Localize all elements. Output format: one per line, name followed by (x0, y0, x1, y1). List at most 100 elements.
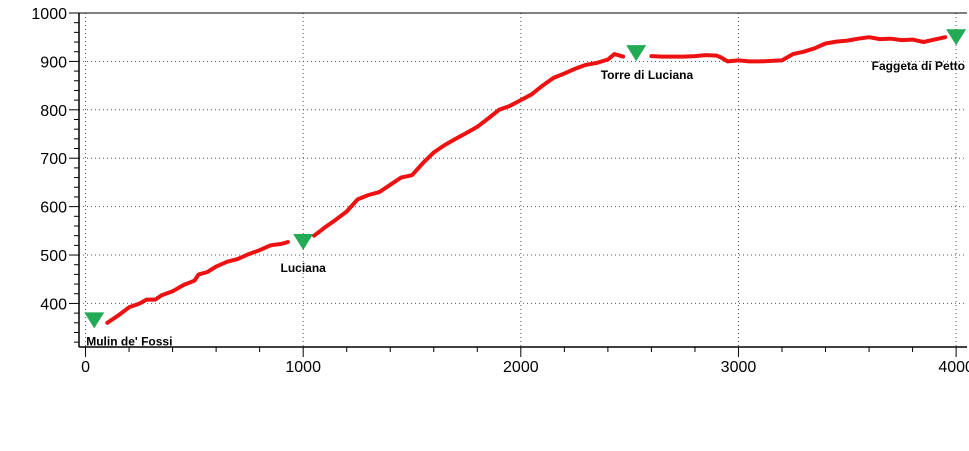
elevation-point (868, 36, 870, 39)
elevation-point (824, 42, 827, 45)
elevation-point (726, 60, 729, 63)
elevation-point (345, 210, 348, 213)
elevation-point (890, 37, 892, 40)
elevation-point (182, 284, 185, 286)
elevation-point (585, 63, 587, 66)
elevation-point (226, 261, 228, 263)
y-tick-label: 1000 (31, 6, 67, 23)
elevation-point (378, 191, 381, 193)
elevation-point (197, 273, 200, 276)
elevation-point (737, 59, 740, 62)
elevation-point (106, 321, 109, 324)
x-tick-label: 0 (81, 359, 90, 376)
elevation-point (661, 55, 664, 58)
elevation-point (720, 56, 722, 59)
elevation-point (139, 302, 141, 305)
elevation-point (324, 226, 326, 229)
elevation-point (367, 194, 370, 196)
elevation-point (911, 38, 914, 41)
elevation-point (280, 243, 283, 245)
waypoint-marker-icon (84, 312, 105, 329)
elevation-point (335, 218, 337, 221)
elevation-point (622, 55, 624, 58)
elevation-point (287, 241, 289, 243)
elevation-point (759, 60, 762, 63)
y-tick-label: 700 (40, 151, 67, 168)
y-tick-label: 900 (40, 54, 67, 71)
elevation-point (802, 50, 805, 53)
elevation-line-segment (105, 240, 290, 325)
x-tick-label: 1000 (285, 359, 321, 376)
elevation-point (520, 99, 522, 101)
elevation-point (563, 72, 566, 75)
elevation-point (683, 55, 685, 58)
waypoints: Mulin de' Fossi Luciana Torre di Luciana Fa… (84, 29, 967, 348)
elevation-point (145, 298, 148, 301)
y-tick-label: 500 (40, 248, 67, 265)
elevation-line-segment (649, 35, 948, 64)
elevation-point (552, 77, 555, 79)
elevation-point (487, 117, 489, 120)
waypoint-marker-icon (293, 233, 314, 250)
y-tick-label: 400 (40, 296, 67, 313)
elevation-point (269, 244, 272, 247)
elevation-point (694, 55, 696, 57)
grid (79, 13, 967, 347)
elevation-point (613, 53, 616, 55)
waypoint-label: Luciana (280, 261, 326, 275)
elevation-point (715, 54, 718, 57)
elevation-point (193, 279, 196, 282)
elevation-point (443, 144, 446, 146)
elevation-point (154, 298, 156, 301)
elevation-point (792, 53, 794, 55)
elevation-point (748, 60, 751, 63)
elevation-point (476, 125, 479, 128)
elevation-point (770, 60, 772, 62)
elevation-point (530, 93, 533, 96)
series-layer (105, 35, 948, 325)
x-tick-label: 4000 (938, 359, 969, 376)
elevation-point (128, 306, 130, 309)
elevation-point (900, 39, 903, 41)
elevation-point (498, 109, 500, 111)
waypoint-label: Torre di Luciana (601, 68, 694, 82)
elevation-point (596, 62, 598, 64)
elevation-point (454, 138, 457, 140)
elevation-point (356, 198, 359, 201)
elevation-point (432, 151, 435, 154)
elevation-point (117, 314, 119, 317)
elevation-point (607, 58, 609, 61)
elevation-point (422, 162, 424, 164)
elevation-point (813, 47, 816, 50)
elevation-point (541, 84, 544, 87)
elevation-point (160, 294, 163, 297)
elevation-point (933, 38, 936, 41)
elevation-point (465, 132, 468, 134)
elevation-point (650, 55, 653, 57)
x-tick-label: 3000 (721, 359, 757, 376)
x-tick-label: 2000 (503, 359, 539, 376)
y-tick-label: 800 (40, 103, 67, 120)
elevation-point (857, 37, 859, 40)
elevation-point (206, 271, 209, 273)
elevation-point (672, 55, 674, 58)
elevation-point (509, 105, 511, 107)
elevation-point (411, 174, 413, 176)
elevation-point (171, 290, 174, 293)
elevation-point (247, 253, 250, 255)
waypoint-marker-icon (626, 45, 647, 62)
elevation-point (846, 39, 849, 42)
elevation-line-segment (312, 52, 626, 238)
elevation-point (215, 265, 217, 268)
waypoint-marker-icon (946, 29, 967, 46)
elevation-point (922, 41, 925, 43)
axes: 400 500 600 700 800 900 1000 0 1000 2000 3000 4000 (31, 6, 969, 376)
waypoint-label: Mulin de' Fossi (86, 334, 172, 348)
elevation-point (400, 176, 402, 179)
elevation-point (879, 38, 881, 40)
elevation-point (944, 36, 947, 39)
elevation-point (258, 249, 261, 251)
waypoint-label: Faggeta di Petto (872, 59, 965, 73)
